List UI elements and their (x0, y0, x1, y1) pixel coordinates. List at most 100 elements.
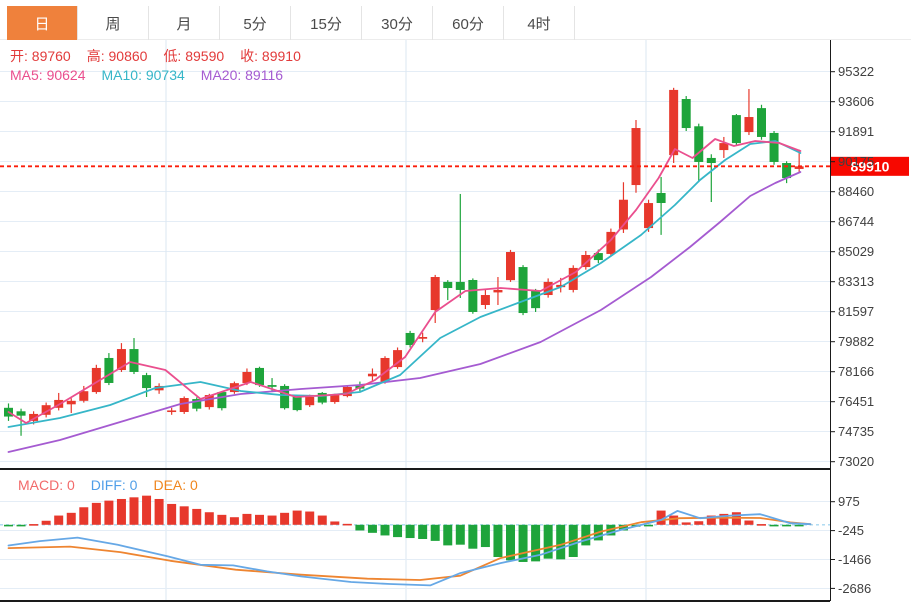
candle-body (305, 396, 315, 406)
tab-4h[interactable]: 4时 (504, 6, 575, 40)
candle-body (719, 143, 729, 151)
ma20-line (7, 171, 802, 453)
macd-bar (794, 524, 804, 527)
candle-body (543, 281, 553, 296)
chart-area: 89910 95322 93606 91891 90175 88460 86744 85029… (0, 40, 911, 603)
candle-body (794, 166, 804, 169)
tab-month[interactable]: 月 (149, 6, 220, 40)
macd-bar (16, 524, 26, 527)
axis-label: 93606 (838, 94, 874, 109)
axis-label: 76451 (838, 394, 874, 409)
candle-body (66, 400, 76, 405)
candle-body (79, 391, 89, 401)
candle-body (179, 398, 189, 413)
candle-body (116, 349, 126, 371)
macd-bar (54, 515, 64, 525)
axis-label: 73020 (838, 454, 874, 469)
candle-body (204, 395, 214, 408)
macd-bar (255, 514, 264, 525)
tab-30m[interactable]: 30分 (362, 6, 433, 40)
candle-body (455, 281, 465, 290)
macd-bar (769, 524, 779, 527)
candle-body (142, 375, 152, 389)
candle-body (104, 357, 114, 383)
macd-bar (91, 502, 101, 525)
candle-body (217, 392, 227, 409)
macd-bar (179, 506, 189, 525)
candle-body (493, 289, 503, 293)
candle-body (681, 99, 691, 129)
macd-bar (380, 524, 390, 536)
last-price-tag-text: 89910 (851, 158, 890, 174)
candle-body (267, 385, 277, 387)
axis-label: -1466 (838, 552, 871, 567)
macd-bar (782, 524, 792, 527)
macd-bar (342, 523, 352, 526)
axis-label: 81597 (838, 304, 874, 319)
candle-body (405, 332, 415, 346)
macd-bar (66, 512, 76, 525)
axis-label: 74735 (838, 424, 874, 439)
tab-week[interactable]: 周 (78, 6, 149, 40)
ma5-line (7, 138, 802, 424)
macd-bar (443, 524, 453, 546)
macd-bar (531, 524, 541, 562)
tab-60m[interactable]: 60分 (433, 6, 504, 40)
candle-body (581, 254, 591, 268)
candle-body (506, 252, 515, 281)
macd-bar (104, 500, 114, 525)
tab-day[interactable]: 日 (7, 6, 78, 40)
tab-15m[interactable]: 15分 (291, 6, 362, 40)
macd-bar (506, 524, 515, 561)
candle-body (669, 89, 679, 156)
candle-body (757, 108, 766, 137)
macd-bar (229, 517, 239, 525)
macd-bar (154, 498, 164, 525)
macd-bar (29, 524, 39, 526)
candle-body (618, 199, 628, 230)
macd-bar (681, 522, 691, 525)
macd-bar (116, 498, 126, 525)
macd-bar (355, 524, 365, 531)
macd-bar (41, 520, 51, 525)
candle-body (656, 192, 666, 203)
tab-5m[interactable]: 5分 (220, 6, 291, 40)
axis-label: 90175 (838, 154, 874, 169)
candle-body (129, 349, 139, 372)
macd-bar (719, 513, 729, 525)
macd-bar (480, 524, 490, 548)
macd-bar (79, 507, 89, 525)
candle-body (769, 132, 779, 162)
candle-body (29, 413, 39, 421)
axis-label: 85029 (838, 244, 874, 259)
macd-bar (706, 515, 716, 525)
candle-body (430, 277, 440, 311)
kline-chart-canvas[interactable]: 89910 95322 93606 91891 90175 88460 86744 85029… (0, 40, 911, 603)
macd-bar (192, 508, 202, 525)
candle-body (367, 373, 377, 377)
macd-bar (393, 524, 403, 538)
candle-body (531, 290, 541, 309)
candle-body (744, 117, 754, 133)
diff-line (7, 509, 812, 587)
candle-body (342, 386, 352, 397)
axis-label: 78166 (838, 364, 874, 379)
macd-bar (581, 524, 591, 546)
dea-line (7, 516, 812, 581)
axis-label: 88460 (838, 184, 874, 199)
candle-body (41, 405, 51, 415)
candle-body (167, 410, 177, 413)
macd-bar (4, 524, 13, 527)
candle-body (317, 392, 327, 403)
macd-bar (644, 524, 654, 527)
axis-label: 91891 (838, 124, 874, 139)
last-price-tag (831, 156, 909, 176)
candle-body (631, 128, 641, 186)
candle-body (91, 367, 101, 393)
macd-bar (405, 524, 415, 539)
candle-body (706, 157, 716, 164)
candle-body (443, 281, 453, 289)
macd-bar (430, 524, 440, 541)
candle-body (280, 385, 290, 409)
candle-body (255, 367, 264, 386)
